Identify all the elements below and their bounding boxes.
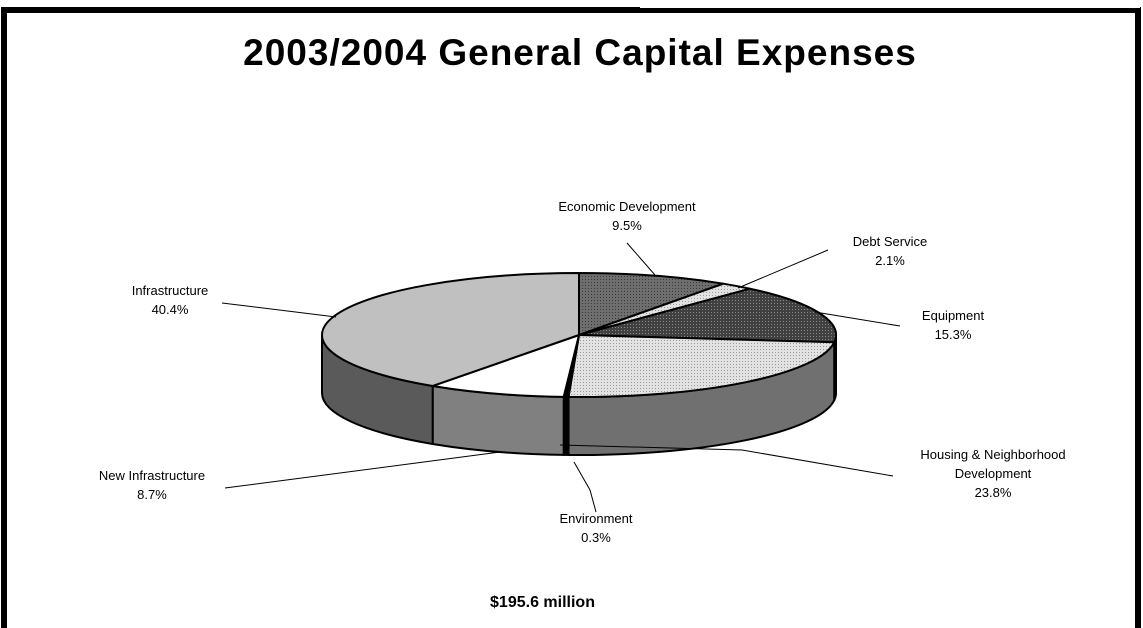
slice-value-equipment: 15.3% bbox=[935, 327, 972, 342]
slice-value-economic-development: 9.5% bbox=[612, 218, 642, 233]
pie-slice-new-infrastructure bbox=[432, 333, 581, 398]
slice-value-debt-service: 2.1% bbox=[875, 253, 905, 268]
leader-line-environment bbox=[573, 461, 597, 513]
slice-value-infrastructure: 40.4% bbox=[152, 302, 189, 317]
leader-line-infrastructure bbox=[221, 302, 337, 318]
slice-value-environment: 0.3% bbox=[581, 530, 611, 545]
chart-title: 2003/2004 General Capital Expenses bbox=[243, 32, 917, 73]
leader-line-housing-neighborhood-development bbox=[559, 444, 894, 477]
leader-line-new-infrastructure bbox=[224, 451, 501, 489]
leader-line-economic-development bbox=[626, 242, 656, 276]
leader-line-equipment bbox=[814, 311, 901, 327]
pie-top-face bbox=[321, 271, 837, 398]
leader-line-debt-service bbox=[737, 249, 829, 289]
pie-labels: Economic Development 9.5% Debt Service 2.1%… bbox=[99, 199, 1066, 545]
slice-value-housing-neighborhood-development: 23.8% bbox=[975, 485, 1012, 500]
total-amount: $195.6 million bbox=[490, 594, 595, 611]
pie-slice-housing-neighborhood-development bbox=[567, 333, 836, 398]
pie-side-walls bbox=[321, 334, 837, 456]
slice-label-housing-neighborhood-development: Development bbox=[955, 466, 1032, 481]
frame-corner-mask bbox=[640, 0, 1140, 8]
slice-label-housing-neighborhood-development: Housing & Neighborhood bbox=[920, 447, 1065, 462]
slice-label-debt-service: Debt Service bbox=[853, 234, 927, 249]
chart-frame bbox=[1, 7, 1141, 628]
slice-label-environment: Environment bbox=[560, 511, 633, 526]
slice-value-new-infrastructure: 8.7% bbox=[137, 487, 167, 502]
slice-label-new-infrastructure: New Infrastructure bbox=[99, 468, 205, 483]
slice-label-infrastructure: Infrastructure bbox=[132, 283, 209, 298]
slice-label-economic-development: Economic Development bbox=[558, 199, 696, 214]
pie-slice-economic-development bbox=[578, 271, 724, 337]
slice-label-equipment: Equipment bbox=[922, 308, 985, 323]
